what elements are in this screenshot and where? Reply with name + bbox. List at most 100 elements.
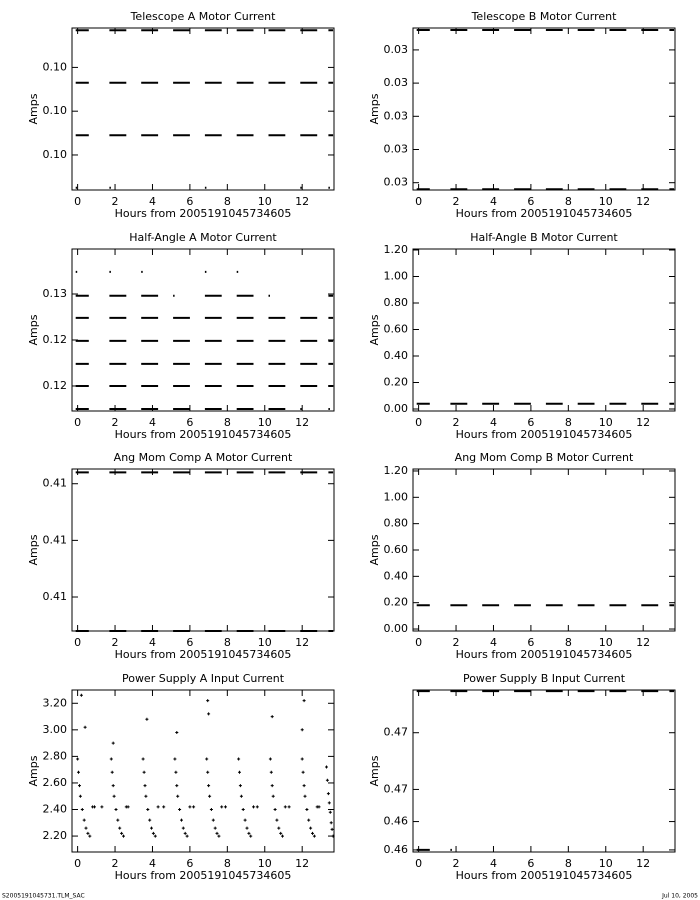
x-tick-label: 4	[490, 857, 497, 870]
x-tick-label: 8	[224, 195, 231, 208]
x-tick-label: 4	[149, 857, 156, 870]
y-tick-label: 1.00	[384, 269, 409, 282]
y-tick-label: 0.60	[384, 323, 409, 336]
y-tick-label: 0.47	[384, 726, 409, 739]
data-point	[211, 818, 215, 822]
y-tick-label: 1.00	[384, 490, 409, 503]
x-tick-label: 0	[415, 636, 422, 649]
data-point	[329, 821, 333, 825]
y-tick-label: 0.10	[43, 148, 68, 161]
y-axis-label: Amps	[27, 93, 40, 124]
data-point	[331, 834, 335, 838]
x-tick-label: 8	[224, 416, 231, 429]
data-point	[206, 699, 210, 703]
data-point	[207, 712, 211, 716]
data-point	[275, 818, 279, 822]
y-tick-label: 2.60	[43, 776, 68, 789]
data-point	[238, 784, 242, 788]
plot-frame	[71, 248, 335, 412]
x-tick-label: 12	[295, 195, 309, 208]
x-tick-label: 8	[224, 857, 231, 870]
data-point	[150, 826, 153, 830]
x-tick-label: 12	[636, 416, 650, 429]
x-axis-label: Hours from 2005191045734605	[456, 869, 633, 882]
x-axis-label: Hours from 2005191045734605	[456, 207, 633, 220]
data-point	[281, 834, 284, 838]
data-point	[111, 741, 115, 745]
y-tick-label: 2.40	[43, 803, 68, 816]
data-point	[146, 808, 150, 811]
data-point	[141, 757, 145, 761]
x-tick-label: 0	[74, 416, 81, 429]
x-tick-label: 0	[74, 636, 81, 649]
y-axis-label: Amps	[368, 93, 381, 124]
plot-frame	[71, 27, 335, 191]
y-tick-label: 3.20	[43, 696, 68, 709]
x-tick-label: 0	[74, 857, 81, 870]
x-tick-label: 6	[527, 195, 534, 208]
data-point	[151, 831, 155, 835]
data-point	[249, 834, 253, 838]
data-point	[277, 826, 281, 830]
x-tick-label: 10	[599, 195, 613, 208]
data-point	[252, 805, 255, 809]
data-point	[142, 770, 146, 774]
data-point	[109, 757, 113, 761]
y-tick-label: 0.40	[384, 349, 409, 362]
data-point	[237, 757, 241, 761]
x-axis-label: Hours from 2005191045734605	[115, 207, 292, 220]
x-axis-label: Hours from 2005191045734605	[456, 428, 633, 441]
y-tick-label: 0.00	[384, 402, 409, 415]
x-tick-label: 12	[295, 636, 309, 649]
data-point	[307, 818, 311, 822]
plot-frame	[71, 689, 335, 853]
data-point	[156, 805, 160, 809]
chart-title: Power Supply A Input Current	[122, 672, 285, 685]
data-point	[126, 805, 130, 809]
y-tick-label: 0.80	[384, 517, 409, 530]
data-point	[247, 831, 251, 835]
data-point	[270, 715, 274, 719]
x-tick-label: 2	[112, 416, 119, 429]
data-point	[255, 805, 259, 809]
data-point	[312, 834, 316, 838]
data-point	[215, 831, 219, 835]
x-tick-label: 10	[599, 416, 613, 429]
data-point	[116, 818, 120, 822]
y-tick-label: 0.03	[384, 143, 409, 156]
x-tick-label: 2	[112, 195, 119, 208]
data-point	[114, 808, 118, 811]
data-point	[88, 834, 92, 838]
data-point	[301, 770, 305, 774]
y-tick-label: 0.03	[384, 43, 409, 56]
plot-frame	[71, 468, 335, 632]
data-point	[213, 826, 217, 830]
data-point	[327, 801, 331, 805]
x-tick-label: 4	[149, 416, 156, 429]
data-point	[325, 778, 329, 782]
x-tick-label: 12	[295, 416, 309, 429]
x-tick-label: 6	[186, 636, 193, 649]
data-point	[303, 794, 307, 798]
data-point	[220, 805, 224, 809]
data-point	[100, 805, 104, 809]
data-point	[181, 826, 185, 830]
chart-title: Ang Mom Comp A Motor Current	[114, 451, 293, 464]
y-tick-label: 3.00	[43, 723, 68, 736]
x-tick-label: 12	[636, 636, 650, 649]
data-point	[192, 805, 196, 809]
data-point	[243, 818, 247, 822]
data-point	[77, 770, 80, 774]
y-axis-label: Amps	[27, 755, 40, 786]
x-tick-label: 4	[149, 636, 156, 649]
plot-frame	[412, 689, 676, 853]
data-point	[175, 784, 179, 788]
data-point	[317, 805, 321, 809]
data-point	[302, 784, 306, 788]
data-point	[122, 834, 125, 838]
y-tick-label: 0.12	[43, 379, 68, 392]
x-tick-label: 2	[453, 195, 460, 208]
x-tick-label: 6	[527, 857, 534, 870]
y-tick-label: 0.41	[43, 477, 68, 490]
